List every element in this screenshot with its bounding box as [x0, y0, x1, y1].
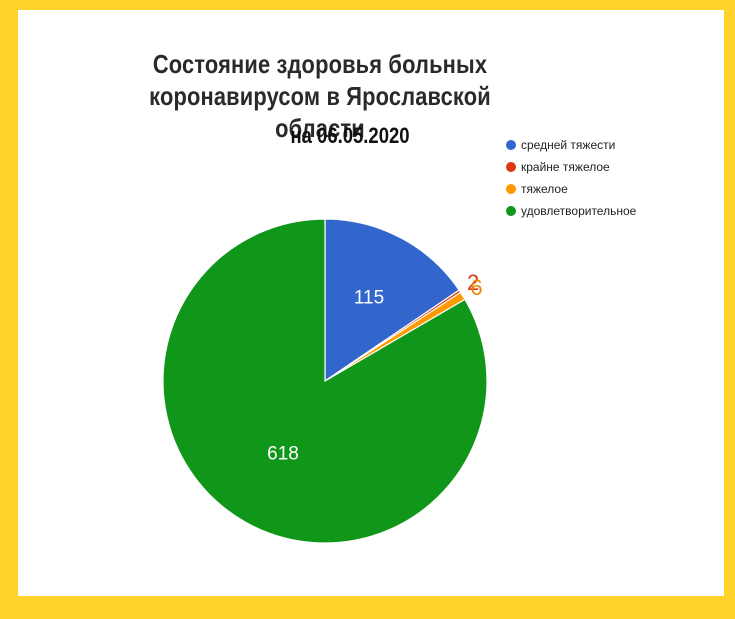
pie-value-label-critical: 2: [467, 270, 479, 295]
chart-legend: средней тяжести крайне тяжелое тяжелое у…: [506, 134, 636, 222]
chart-title: Состояние здоровья больных коронавирусом…: [127, 48, 513, 144]
legend-item-critical: крайне тяжелое: [506, 156, 636, 178]
pie-value-label-severe: 6: [470, 275, 482, 300]
legend-item-severe: тяжелое: [506, 178, 636, 200]
chart-title-line-2: коронавирусом в Ярославской области: [149, 81, 491, 143]
legend-marker-satisfactory: [506, 206, 516, 216]
pie-slice-satisfactory: [162, 218, 488, 544]
chart-subtitle: на 06.05.2020: [290, 123, 410, 148]
pie-value-label-satisfactory: 618: [267, 444, 299, 465]
legend-item-satisfactory: удовлетворительное: [506, 200, 636, 222]
pie-value-label-moderate: 115: [354, 287, 384, 308]
legend-marker-moderate: [506, 140, 516, 150]
legend-marker-severe: [506, 184, 516, 194]
legend-label-moderate: средней тяжести: [521, 138, 616, 152]
legend-label-satisfactory: удовлетворительное: [521, 204, 637, 218]
chart-title-line-1: Состояние здоровья больных: [152, 49, 488, 79]
pie-slice-moderate: [324, 218, 460, 383]
legend-item-moderate: средней тяжести: [506, 134, 636, 156]
legend-label-severe: тяжелое: [521, 182, 568, 196]
legend-marker-critical: [506, 162, 516, 172]
legend-label-critical: крайне тяжелое: [521, 160, 610, 174]
